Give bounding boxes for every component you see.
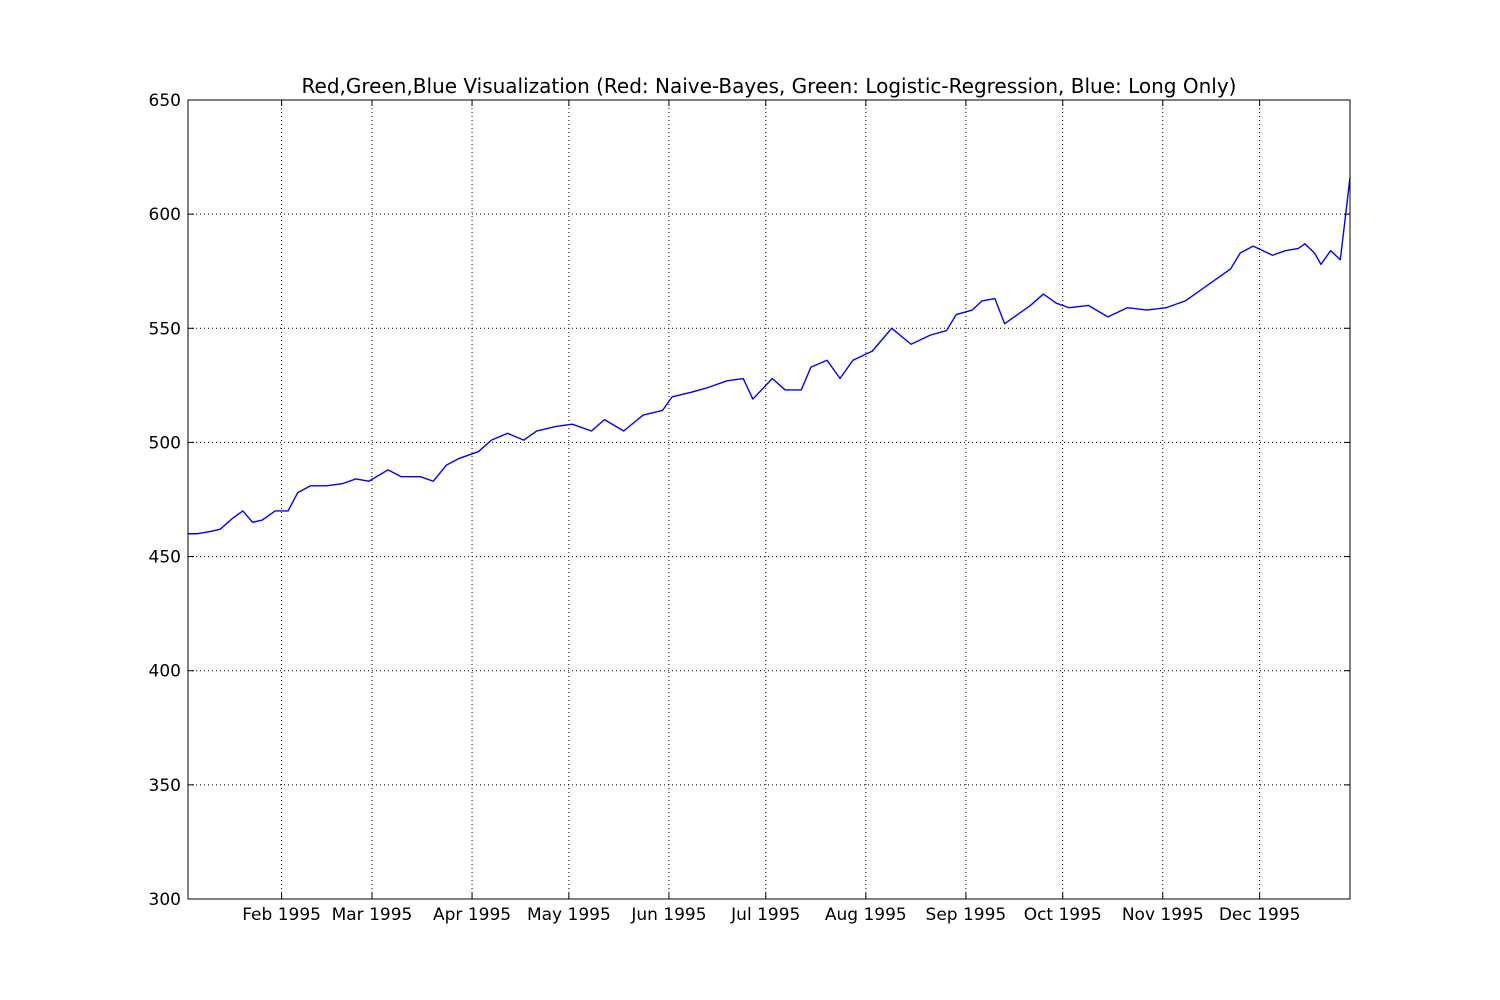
y-tick-label: 400 <box>149 662 181 682</box>
y-tick-label: 350 <box>149 776 181 796</box>
x-tick-label: Oct 1995 <box>1024 905 1102 925</box>
x-tick-label: Jul 1995 <box>730 905 800 925</box>
chart-title: Red,Green,Blue Visualization (Red: Naive… <box>302 74 1237 98</box>
x-tick-label: Nov 1995 <box>1122 905 1204 925</box>
x-tick-label: Sep 1995 <box>926 905 1007 925</box>
y-tick-label: 600 <box>149 205 181 225</box>
x-tick-label: Feb 1995 <box>242 905 321 925</box>
x-tick-label: May 1995 <box>527 905 611 925</box>
x-tick-label: Apr 1995 <box>433 905 511 925</box>
y-axis: 300 350 400 450 500 550 600 650 <box>149 91 1350 910</box>
y-tick-label: 650 <box>149 91 181 111</box>
y-tick-label: 450 <box>149 548 181 568</box>
y-tick-label: 300 <box>149 890 181 910</box>
x-tick-label: Dec 1995 <box>1219 905 1301 925</box>
y-tick-label: 500 <box>149 433 181 453</box>
y-tick-label: 550 <box>149 319 181 339</box>
x-tick-label: Aug 1995 <box>825 905 907 925</box>
plot-frame <box>187 99 1351 900</box>
x-tick-label: Jun 1995 <box>630 905 706 925</box>
x-axis: Feb 1995 Mar 1995 Apr 1995 May 1995 Jun 1995… <box>242 100 1300 925</box>
series-line-0 <box>188 177 1351 535</box>
x-tick-label: Mar 1995 <box>332 905 413 925</box>
grid <box>188 100 1350 899</box>
series-layer <box>188 177 1351 535</box>
